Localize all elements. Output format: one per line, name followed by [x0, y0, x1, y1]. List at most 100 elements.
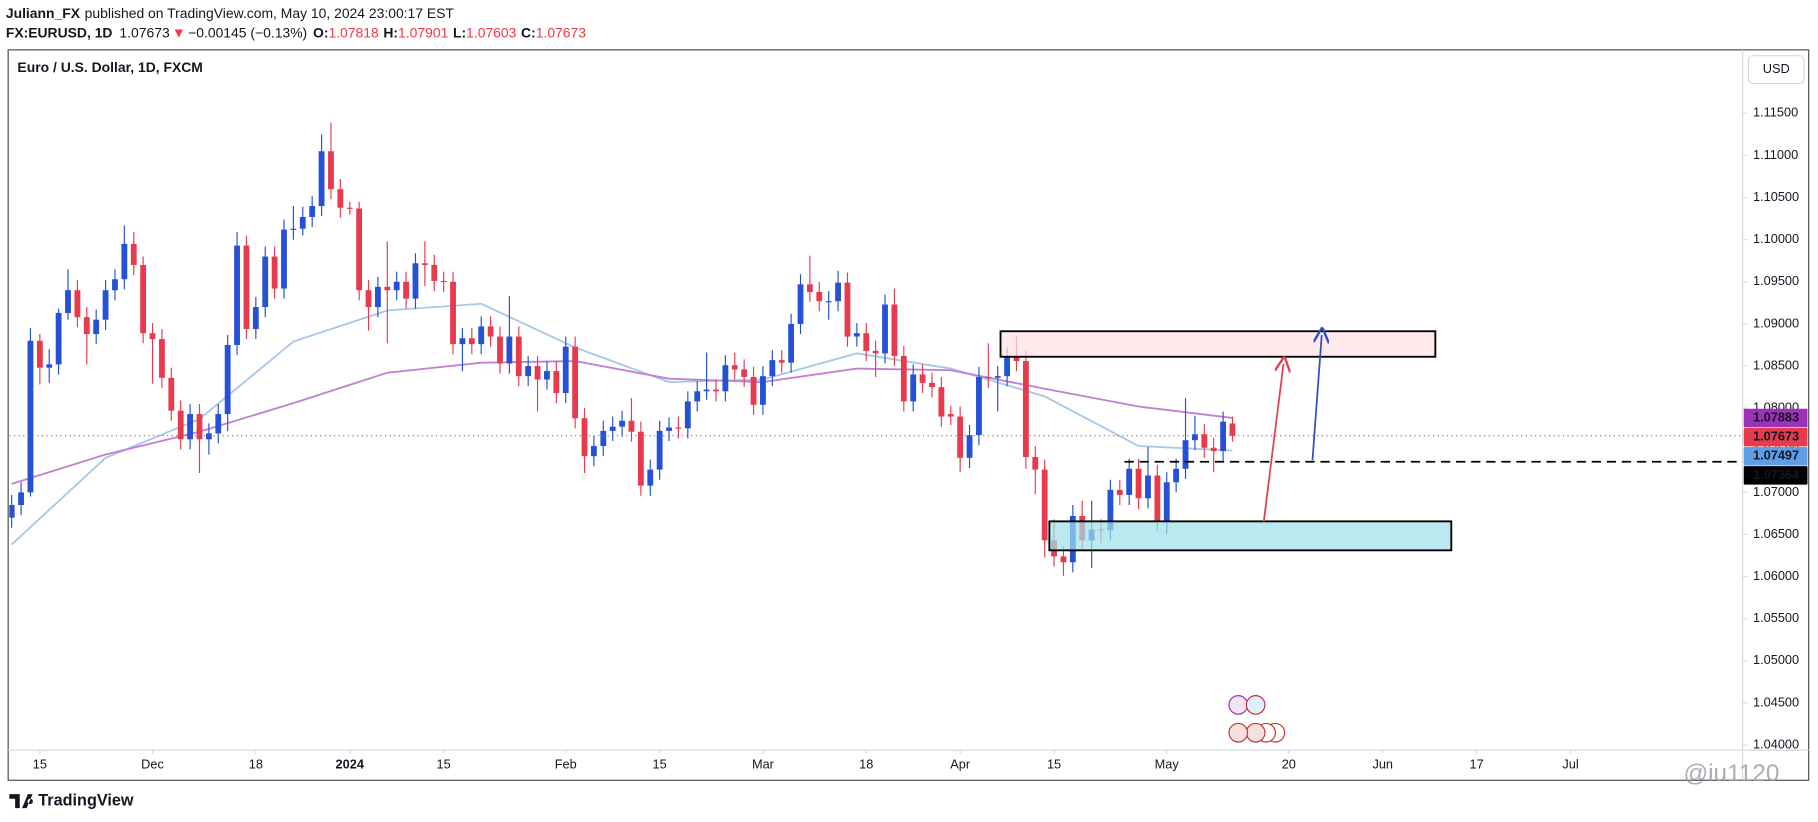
candle-body	[1145, 475, 1151, 499]
candle-body	[468, 338, 475, 345]
direction: ▼	[172, 24, 186, 40]
x-tick-label: 15	[1047, 757, 1061, 772]
ohlc-value: 1.07901	[398, 24, 449, 40]
candle-body	[741, 369, 748, 377]
candle-body	[177, 410, 184, 440]
candle-body	[243, 245, 250, 329]
candle-body	[910, 374, 917, 402]
candle-body	[337, 189, 344, 208]
x-tick-label: Jun	[1372, 757, 1393, 772]
y-tick-label: 1.10500	[1753, 189, 1799, 204]
candle-body	[46, 364, 53, 368]
candle-body	[760, 376, 766, 405]
candle-body	[900, 355, 907, 402]
candle-body	[1022, 360, 1029, 457]
x-tick-label: Dec	[141, 757, 164, 772]
candle-body	[806, 284, 813, 292]
candle-body	[562, 346, 569, 393]
candle-body	[130, 243, 137, 265]
price-label: 1.07883	[1753, 409, 1799, 424]
y-tick-label: 1.09500	[1753, 273, 1799, 288]
candle-body	[1182, 440, 1189, 469]
last-price: 1.07673	[119, 24, 170, 40]
candle-body	[647, 469, 654, 486]
candle-body	[600, 430, 607, 447]
candle-body	[694, 391, 701, 402]
candle-body	[994, 376, 1001, 378]
candle-body	[497, 336, 503, 364]
candle-body	[788, 323, 795, 363]
candle-body	[825, 301, 832, 303]
y-tick-label: 1.05500	[1753, 610, 1799, 625]
candle-body	[506, 336, 513, 364]
candle-body	[985, 376, 992, 379]
moving-average	[11, 360, 1233, 485]
ohlc-value: 1.07603	[466, 24, 517, 40]
candle-body	[365, 290, 372, 308]
candle-body	[581, 418, 588, 457]
y-tick-label: 1.04500	[1753, 694, 1799, 709]
candle-body	[27, 340, 34, 493]
candle-body	[1173, 468, 1180, 483]
candle-body	[553, 371, 560, 393]
candle-body	[65, 290, 71, 313]
y-tick-label: 1.09000	[1753, 315, 1799, 330]
ohlc-label: C:	[521, 24, 536, 40]
candle-body	[957, 416, 964, 458]
zone	[1048, 520, 1453, 552]
candle-body	[1013, 357, 1020, 361]
candle-body	[309, 205, 316, 217]
candle-body	[281, 229, 287, 289]
candle-body	[450, 281, 456, 345]
candle-body	[882, 304, 888, 354]
candle-body	[628, 420, 635, 432]
x-tick-label: 15	[33, 757, 47, 772]
candle-body	[149, 333, 156, 340]
candle-body	[863, 333, 870, 351]
event-icon	[1245, 695, 1266, 715]
x-tick-label: 15	[437, 757, 451, 772]
candle-body	[299, 216, 306, 229]
candle-body	[919, 374, 926, 383]
candle-body	[816, 291, 823, 302]
arrow	[1262, 364, 1284, 522]
arrow	[1311, 335, 1321, 461]
y-tick-label: 1.06500	[1753, 526, 1799, 541]
price-label: 1.07497	[1753, 448, 1799, 463]
event-icons	[1228, 695, 1286, 743]
candle-body	[966, 435, 973, 458]
candle-body	[544, 371, 550, 380]
candle-body	[750, 376, 757, 405]
currency[interactable]: USD	[1763, 61, 1790, 76]
candle-body	[844, 282, 851, 337]
event-icon	[1228, 695, 1249, 715]
y-tick-label: 1.07000	[1753, 484, 1799, 499]
candle-body	[168, 377, 175, 411]
candle-body	[797, 284, 804, 324]
price-label-box	[1743, 427, 1808, 447]
y-tick-label: 1.06000	[1753, 568, 1799, 583]
candle-body	[1116, 489, 1123, 495]
candle-body	[947, 414, 954, 417]
y-tick-label: 1.11000	[1753, 147, 1798, 162]
price-label: 1.07364	[1753, 467, 1800, 482]
candle-body	[271, 256, 278, 289]
ohlc-value: 1.07818	[328, 24, 379, 40]
currency-button[interactable]	[1747, 55, 1805, 85]
chart-title: Euro / U.S. Dollar, 1D, FXCM	[17, 59, 202, 75]
candle-body	[112, 279, 118, 291]
candle-body	[619, 420, 625, 427]
candle-body	[487, 326, 494, 337]
event-icon	[1245, 722, 1266, 743]
x-tick-label: 20	[1282, 757, 1296, 772]
y-tick-label: 1.10000	[1753, 231, 1799, 246]
watermark: @iu1120	[1683, 760, 1779, 787]
candle-body	[1032, 456, 1039, 470]
brand: TradingView	[38, 791, 134, 809]
candle-body	[609, 426, 616, 431]
candle-body	[421, 263, 428, 265]
candle-body	[731, 365, 738, 370]
candle-body	[205, 433, 212, 440]
candle-body	[835, 282, 841, 302]
brand-logo	[9, 794, 33, 809]
